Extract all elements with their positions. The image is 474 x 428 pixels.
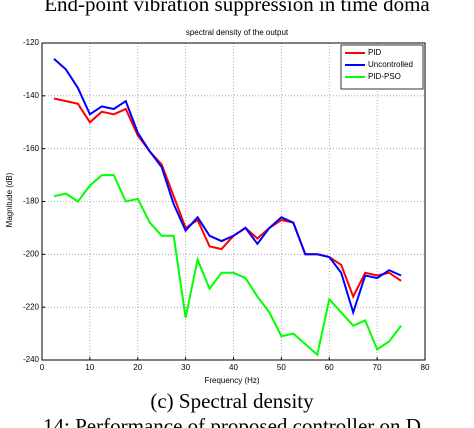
x-tick-label: 20	[133, 363, 142, 372]
cropped-footer: 14: Performance of proposed controller o…	[43, 414, 421, 428]
cropped-heading: End-point vibration suppression in time …	[44, 0, 430, 16]
x-tick-label: 80	[421, 363, 430, 372]
y-tick-label: -160	[23, 144, 40, 153]
series-line	[53, 174, 402, 357]
x-tick-label: 10	[85, 363, 94, 372]
x-tick-label: 0	[40, 363, 45, 372]
x-tick-label: 50	[277, 363, 286, 372]
series-line	[53, 58, 402, 316]
legend-label: Uncontrolled	[368, 60, 413, 69]
y-tick-label: -120	[23, 38, 40, 47]
x-tick-label: 30	[181, 363, 190, 372]
x-tick-label: 40	[229, 363, 238, 372]
legend-label: PID-PSO	[368, 72, 401, 81]
y-tick-label: -180	[23, 197, 40, 206]
y-tick-label: -140	[23, 91, 40, 100]
y-axis-label: Magnitude (dB)	[5, 172, 14, 227]
y-tick-label: -220	[23, 302, 40, 311]
caption: (c) Spectral density	[150, 389, 314, 413]
x-tick-label: 70	[373, 363, 382, 372]
legend-label: PID	[368, 48, 382, 57]
x-tick-label: 60	[325, 363, 334, 372]
series-line	[53, 97, 402, 300]
y-tick-label: -240	[23, 355, 40, 364]
y-tick-label: -200	[23, 249, 40, 258]
x-axis-label: Frequency (Hz)	[204, 376, 259, 385]
chart-title: spectral density of the output	[186, 28, 289, 37]
plot-frame	[41, 42, 426, 361]
